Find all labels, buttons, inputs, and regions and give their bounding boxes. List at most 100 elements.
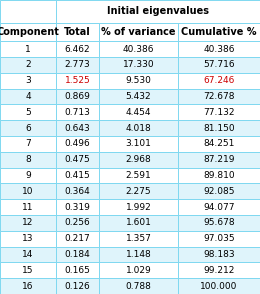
Bar — [0, 183, 56, 199]
Text: 1.357: 1.357 — [126, 234, 151, 243]
Text: 3.101: 3.101 — [126, 139, 151, 148]
Text: 40.386: 40.386 — [203, 45, 235, 54]
Text: 10: 10 — [22, 187, 34, 196]
Bar — [0, 41, 56, 57]
Bar — [99, 136, 178, 152]
Text: 2.591: 2.591 — [126, 171, 151, 180]
Bar — [0, 73, 56, 88]
Bar — [178, 136, 260, 152]
Bar — [178, 104, 260, 120]
Bar — [56, 278, 99, 294]
Bar — [0, 168, 56, 183]
Bar — [0, 104, 56, 120]
Text: 1.525: 1.525 — [64, 76, 90, 85]
Bar — [0, 0, 56, 23]
Text: 5.432: 5.432 — [126, 92, 151, 101]
Text: 89.810: 89.810 — [203, 171, 235, 180]
Bar — [99, 199, 178, 215]
Bar — [56, 168, 99, 183]
Bar — [0, 278, 56, 294]
Text: 17.330: 17.330 — [123, 60, 154, 69]
Bar — [0, 199, 56, 215]
Text: 16: 16 — [22, 282, 34, 290]
Text: 4.454: 4.454 — [126, 108, 151, 117]
Bar — [0, 57, 56, 73]
Text: 67.246: 67.246 — [203, 76, 235, 85]
Bar — [56, 231, 99, 247]
Bar — [0, 120, 56, 136]
Bar — [99, 263, 178, 278]
Text: Cumulative %: Cumulative % — [181, 27, 257, 37]
Text: 0.217: 0.217 — [64, 234, 90, 243]
Text: 1.992: 1.992 — [126, 203, 151, 212]
Text: 1.601: 1.601 — [126, 218, 151, 227]
Text: 99.212: 99.212 — [203, 266, 235, 275]
Bar — [56, 152, 99, 168]
Text: 0.713: 0.713 — [64, 108, 90, 117]
Text: 2.275: 2.275 — [126, 187, 151, 196]
Text: 81.150: 81.150 — [203, 123, 235, 133]
Bar — [0, 231, 56, 247]
Bar — [99, 183, 178, 199]
Bar — [178, 152, 260, 168]
Bar — [178, 168, 260, 183]
Text: 40.386: 40.386 — [123, 45, 154, 54]
Bar — [0, 152, 56, 168]
Text: 0.496: 0.496 — [64, 139, 90, 148]
Bar — [56, 215, 99, 231]
Text: 3: 3 — [25, 76, 31, 85]
Text: 94.077: 94.077 — [203, 203, 235, 212]
Text: 77.132: 77.132 — [203, 108, 235, 117]
Text: 0.126: 0.126 — [64, 282, 90, 290]
Text: 5: 5 — [25, 108, 31, 117]
Bar — [178, 183, 260, 199]
Text: Component: Component — [0, 27, 59, 37]
Text: Total: Total — [64, 27, 91, 37]
Text: 87.219: 87.219 — [203, 155, 235, 164]
Text: 0.869: 0.869 — [64, 92, 90, 101]
Bar — [178, 57, 260, 73]
Text: 1: 1 — [25, 45, 31, 54]
Text: 0.319: 0.319 — [64, 203, 90, 212]
Text: 12: 12 — [22, 218, 34, 227]
Text: 8: 8 — [25, 155, 31, 164]
Text: 15: 15 — [22, 266, 34, 275]
Bar — [56, 23, 99, 41]
Bar — [99, 73, 178, 88]
Text: 72.678: 72.678 — [203, 92, 235, 101]
Bar — [99, 168, 178, 183]
Text: 6.462: 6.462 — [64, 45, 90, 54]
Text: 1.148: 1.148 — [126, 250, 151, 259]
Text: 0.364: 0.364 — [64, 187, 90, 196]
Text: 7: 7 — [25, 139, 31, 148]
Bar — [178, 278, 260, 294]
Bar — [178, 263, 260, 278]
Text: 97.035: 97.035 — [203, 234, 235, 243]
Bar — [56, 104, 99, 120]
Bar — [178, 73, 260, 88]
Bar — [0, 136, 56, 152]
Text: 57.716: 57.716 — [203, 60, 235, 69]
Bar — [178, 247, 260, 262]
Text: 9: 9 — [25, 171, 31, 180]
Bar — [0, 88, 56, 104]
Text: 2.773: 2.773 — [64, 60, 90, 69]
Bar — [56, 0, 260, 23]
Bar — [56, 73, 99, 88]
Text: 0.165: 0.165 — [64, 266, 90, 275]
Bar — [99, 278, 178, 294]
Bar — [178, 120, 260, 136]
Bar — [56, 263, 99, 278]
Text: 95.678: 95.678 — [203, 218, 235, 227]
Text: Initial eigenvalues: Initial eigenvalues — [107, 6, 209, 16]
Bar — [56, 57, 99, 73]
Text: 0.184: 0.184 — [64, 250, 90, 259]
Text: 0.256: 0.256 — [64, 218, 90, 227]
Bar — [99, 104, 178, 120]
Text: 6: 6 — [25, 123, 31, 133]
Text: 14: 14 — [22, 250, 34, 259]
Text: 100.000: 100.000 — [200, 282, 238, 290]
Text: 92.085: 92.085 — [203, 187, 235, 196]
Bar — [99, 215, 178, 231]
Text: 2: 2 — [25, 60, 31, 69]
